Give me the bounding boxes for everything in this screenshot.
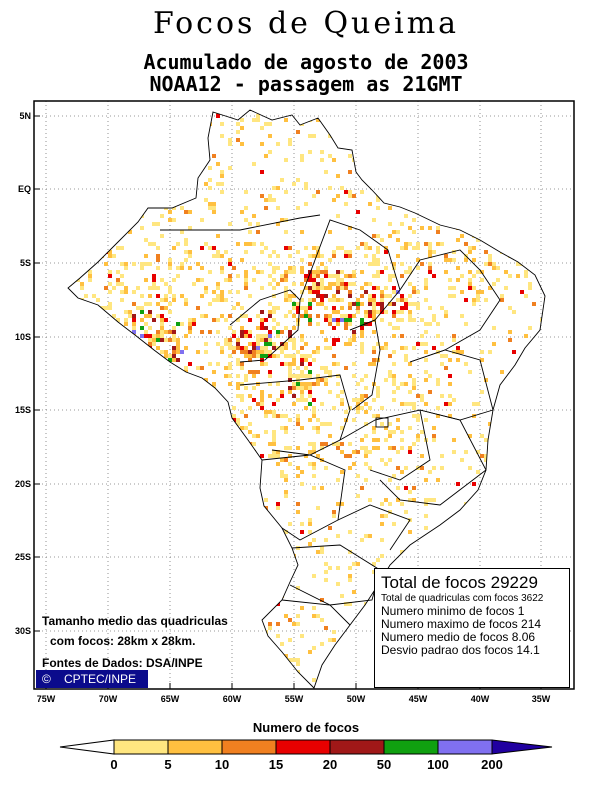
state-boundaries	[67, 109, 546, 689]
map-subtitle: Acumulado de agosto de 2003	[143, 50, 469, 74]
lat-label: EQ	[18, 184, 31, 194]
legend-swatch	[329, 739, 385, 755]
lon-label: 75W	[37, 694, 56, 704]
lat-label: 20S	[15, 479, 31, 489]
lon-label: 50W	[347, 694, 366, 704]
north-boundary	[160, 214, 321, 231]
stat-total: Total de focos 29229	[381, 573, 538, 592]
legend-arrow-right	[491, 739, 553, 755]
axis-labels: 5N EQ 5S 10S 15S 20S 25S 30S 75W 70W 65W 60W 55W 50W 4…	[15, 111, 551, 704]
legend-swatch	[113, 739, 169, 755]
boundary-sp	[337, 504, 411, 551]
boundary-ms	[261, 454, 346, 541]
note-fontes: Fontes de Dados: DSA/INPE	[42, 656, 203, 670]
lon-label: 40W	[471, 694, 490, 704]
legend-label: 10	[214, 757, 230, 772]
lat-label: 5N	[19, 111, 31, 121]
stat-medio: Numero medio de focos 8.06	[381, 630, 536, 644]
legend-label: 15	[268, 757, 284, 772]
note-tamanho-2: com focos: 28km x 28km.	[50, 634, 196, 648]
legend-label: 100	[427, 757, 449, 772]
legend-swatch	[437, 739, 493, 755]
lat-label: 30S	[15, 626, 31, 636]
stat-maximo: Numero maximo de focos 214	[381, 617, 542, 631]
boundary-goias	[339, 409, 431, 481]
lon-label: 35W	[532, 694, 551, 704]
df-box	[375, 417, 389, 428]
legend-swatch	[275, 739, 331, 755]
satellite-info: NOAA12 - passagem as 21GMT	[149, 72, 463, 96]
boundary-south	[289, 544, 381, 606]
legend-label: 200	[481, 757, 503, 772]
legend-swatch	[167, 739, 223, 755]
brazil-outline	[67, 109, 546, 689]
stat-minimo: Numero minimo de focos 1	[381, 604, 525, 618]
lon-label: 45W	[409, 694, 428, 704]
stat-desvio: Desvio padrao dos focos 14.1	[381, 643, 540, 657]
boundary-mg	[379, 409, 487, 506]
cptec-badge: © CPTEC/INPE	[36, 670, 148, 688]
lat-label: 25S	[15, 552, 31, 562]
legend-arrow-left	[59, 739, 115, 755]
lat-label: 10S	[15, 332, 31, 342]
lat-label: 5S	[20, 258, 31, 268]
lon-label: 65W	[161, 694, 180, 704]
boundary-northeast	[399, 249, 501, 363]
lon-label: 70W	[99, 694, 118, 704]
legend-label: 0	[110, 757, 118, 772]
stat-quadriculas: Total de quadriculas com focos 3622	[381, 593, 544, 604]
legend-label: 50	[376, 757, 392, 772]
statistics-box: Total de focos 29229 Total de quadricula…	[374, 568, 570, 688]
boundary-rs	[281, 599, 351, 626]
copyright-icon: ©	[42, 672, 51, 686]
legend-label: 5	[164, 757, 172, 772]
color-legend	[59, 739, 553, 755]
lat-label: 15S	[15, 405, 31, 415]
legend-label: 20	[322, 757, 338, 772]
legend-swatch	[383, 739, 439, 755]
note-tamanho-1: Tamanho medio das quadriculas	[42, 614, 228, 628]
boundary-tocantins	[349, 319, 381, 411]
legend-title: Numero de focos	[252, 720, 360, 735]
map-frame	[33, 100, 575, 690]
lon-label: 55W	[285, 694, 304, 704]
lon-label: 60W	[223, 694, 242, 704]
badge-text: CPTEC/INPE	[64, 672, 137, 686]
map-title: Focos de Queima	[152, 6, 460, 41]
legend-swatch	[221, 739, 277, 755]
